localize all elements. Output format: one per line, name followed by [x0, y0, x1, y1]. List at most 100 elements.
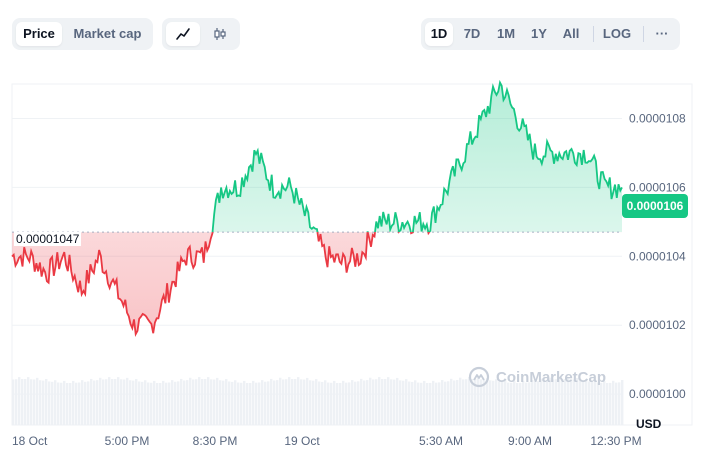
volume-bar	[273, 380, 276, 425]
volume-bar	[201, 379, 204, 425]
range-1m-button[interactable]: 1M	[496, 26, 516, 41]
volume-bar	[39, 380, 42, 425]
volume-bar	[336, 382, 339, 425]
range-all-button[interactable]: All	[562, 26, 580, 41]
volume-bar	[438, 382, 441, 425]
volume-bar	[369, 377, 372, 425]
volume-bar	[354, 381, 357, 425]
volume-bar	[339, 382, 342, 425]
volume-bar	[60, 382, 63, 425]
log-scale-button[interactable]: LOG	[602, 26, 632, 41]
volume-bar	[396, 377, 399, 425]
volume-bar	[447, 381, 450, 425]
range-1y-button[interactable]: 1Y	[531, 26, 547, 41]
current-price-badge: 0.0000106	[622, 194, 688, 218]
volume-bar	[381, 379, 384, 425]
volume-bar	[147, 382, 150, 425]
volume-bar	[441, 380, 444, 425]
volume-bar	[315, 379, 318, 425]
volume-bar	[72, 380, 75, 425]
volume-bar	[102, 379, 105, 425]
volume-bar	[309, 380, 312, 425]
volume-bar	[75, 382, 78, 425]
volume-bar	[468, 377, 471, 425]
volume-bar	[561, 379, 564, 425]
volume-bar	[513, 380, 516, 425]
y-axis: 0.0000108 0.0000106 0.0000104 0.0000102 0.00…	[629, 111, 686, 401]
volume-bar	[357, 381, 360, 425]
y-tick-label: 0.0000108	[629, 111, 686, 125]
volume-bar	[276, 380, 279, 425]
line-chart-button[interactable]	[166, 22, 200, 46]
volume-bar	[483, 379, 486, 425]
volume-bar	[108, 377, 111, 425]
volume-bar	[15, 379, 18, 425]
price-line-down	[11, 232, 431, 338]
volume-bar	[573, 379, 576, 425]
volume-bar	[390, 379, 393, 425]
volume-bar	[198, 377, 201, 425]
volume-bar	[546, 380, 549, 425]
volume-bar	[255, 382, 258, 425]
volume-bar	[621, 379, 624, 425]
volume-bar	[525, 382, 528, 425]
volume-bars	[12, 377, 624, 425]
volume-bar	[96, 380, 99, 425]
volume-bar	[90, 378, 93, 425]
volume-bar	[240, 382, 243, 425]
volume-bar	[264, 381, 267, 425]
volume-bar	[213, 379, 216, 425]
volume-bar	[555, 379, 558, 425]
volume-bar	[558, 377, 561, 425]
volume-bar	[576, 378, 579, 425]
volume-bar	[450, 378, 453, 425]
volume-bar	[537, 381, 540, 425]
volume-bar	[252, 380, 255, 425]
line-chart-icon	[176, 28, 190, 40]
volume-bar	[111, 379, 114, 425]
volume-bar	[591, 382, 594, 425]
volume-bar	[222, 380, 225, 425]
watermark-text: CoinMarketCap	[496, 368, 607, 386]
y-tick-label: 0.0000102	[629, 318, 686, 332]
more-options-button[interactable]: ···	[655, 26, 669, 41]
volume-bar	[534, 381, 537, 425]
volume-bar	[63, 380, 66, 425]
volume-bar	[24, 379, 27, 425]
volume-bar	[237, 382, 240, 425]
volume-bar	[57, 382, 60, 425]
volume-bar	[564, 379, 567, 425]
volume-bar	[267, 381, 270, 425]
volume-bar	[69, 382, 72, 425]
tab-price[interactable]: Price	[16, 22, 62, 46]
volume-bar	[489, 380, 492, 425]
volume-bar	[54, 380, 57, 425]
volume-bar	[36, 377, 39, 425]
volume-bar	[27, 377, 30, 425]
volume-bar	[531, 380, 534, 425]
volume-bar	[453, 380, 456, 425]
range-7d-button[interactable]: 7D	[463, 26, 481, 41]
volume-bar	[219, 380, 222, 425]
volume-bar	[297, 377, 300, 425]
volume-bar	[192, 379, 195, 425]
volume-bar	[51, 381, 54, 425]
volume-bar	[168, 382, 171, 425]
candlestick-button[interactable]	[204, 22, 236, 46]
volume-bar	[543, 380, 546, 425]
volume-bar	[411, 381, 414, 425]
volume-bar	[246, 382, 249, 425]
volume-bar	[93, 380, 96, 425]
volume-bar	[261, 380, 264, 425]
volume-bar	[42, 380, 45, 425]
x-tick-label: 9:00 AM	[508, 434, 552, 448]
volume-bar	[507, 382, 510, 425]
volume-bar	[117, 377, 120, 425]
y-tick-label: 0.0000100	[629, 387, 686, 401]
tab-market-cap[interactable]: Market cap	[73, 26, 142, 41]
volume-bar	[150, 382, 153, 425]
y-tick-label: 0.0000106	[629, 180, 686, 194]
volume-bar	[504, 380, 507, 425]
range-1d-button[interactable]: 1D	[425, 22, 453, 46]
